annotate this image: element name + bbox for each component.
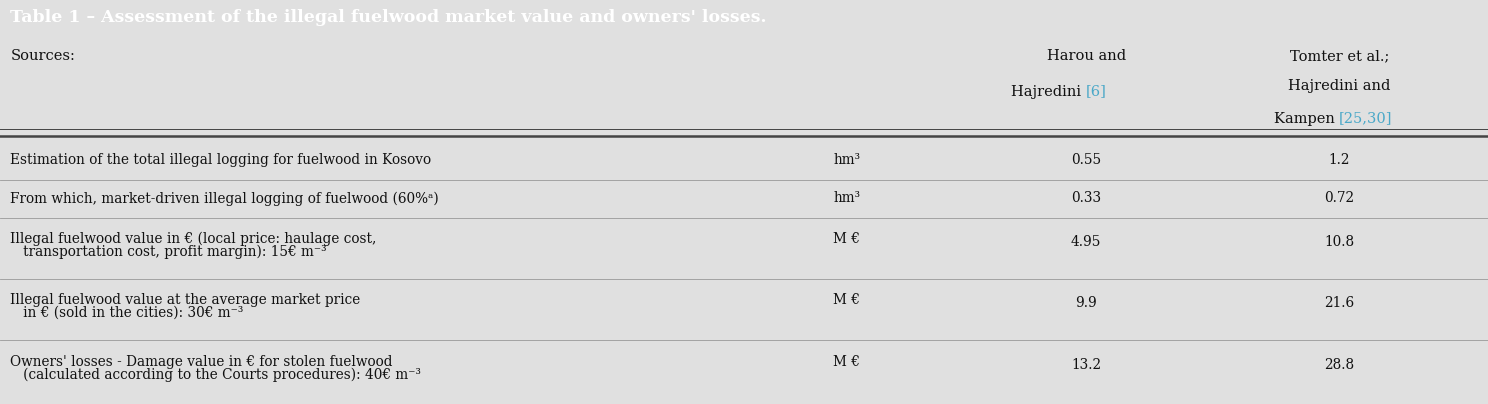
- Text: From which, market-driven illegal logging of fuelwood (60%ᵃ): From which, market-driven illegal loggin…: [10, 191, 439, 206]
- Text: in € (sold in the cities): 30€ m⁻³: in € (sold in the cities): 30€ m⁻³: [10, 306, 244, 320]
- Text: M €: M €: [833, 355, 860, 369]
- Text: 28.8: 28.8: [1324, 358, 1354, 372]
- Text: [6]: [6]: [1086, 84, 1107, 99]
- Text: [25,30]: [25,30]: [1339, 112, 1393, 126]
- Text: 13.2: 13.2: [1071, 358, 1101, 372]
- Text: Table 1 – Assessment of the illegal fuelwood market value and owners' losses.: Table 1 – Assessment of the illegal fuel…: [10, 10, 766, 27]
- Text: Tomter et al.;: Tomter et al.;: [1290, 49, 1388, 63]
- Text: Sources:: Sources:: [10, 49, 76, 63]
- Text: Estimation of the total illegal logging for fuelwood in Kosovo: Estimation of the total illegal logging …: [10, 154, 432, 167]
- Text: Kampen: Kampen: [1274, 112, 1339, 126]
- Text: 9.9: 9.9: [1076, 297, 1097, 310]
- Text: Owners' losses - Damage value in € for stolen fuelwood: Owners' losses - Damage value in € for s…: [10, 355, 393, 369]
- Text: Harou and: Harou and: [1046, 49, 1126, 63]
- Text: M €: M €: [833, 232, 860, 246]
- Text: Illegal fuelwood value at the average market price: Illegal fuelwood value at the average ma…: [10, 293, 360, 307]
- Text: 0.55: 0.55: [1071, 154, 1101, 167]
- Text: hm³: hm³: [833, 154, 860, 167]
- Text: 10.8: 10.8: [1324, 235, 1354, 249]
- Text: 0.72: 0.72: [1324, 191, 1354, 205]
- Text: (calculated according to the Courts procedures): 40€ m⁻³: (calculated according to the Courts proc…: [10, 367, 421, 382]
- Text: Illegal fuelwood value in € (local price: haulage cost,: Illegal fuelwood value in € (local price…: [10, 232, 376, 246]
- Text: hm³: hm³: [833, 191, 860, 205]
- Text: 21.6: 21.6: [1324, 297, 1354, 310]
- Text: 1.2: 1.2: [1329, 154, 1350, 167]
- Text: Hajredini and: Hajredini and: [1289, 79, 1390, 93]
- Text: transportation cost, profit margin): 15€ m⁻³: transportation cost, profit margin): 15€…: [10, 244, 327, 259]
- Text: M €: M €: [833, 293, 860, 307]
- Text: 4.95: 4.95: [1071, 235, 1101, 249]
- Text: Hajredini: Hajredini: [1012, 84, 1086, 99]
- Text: 0.33: 0.33: [1071, 191, 1101, 205]
